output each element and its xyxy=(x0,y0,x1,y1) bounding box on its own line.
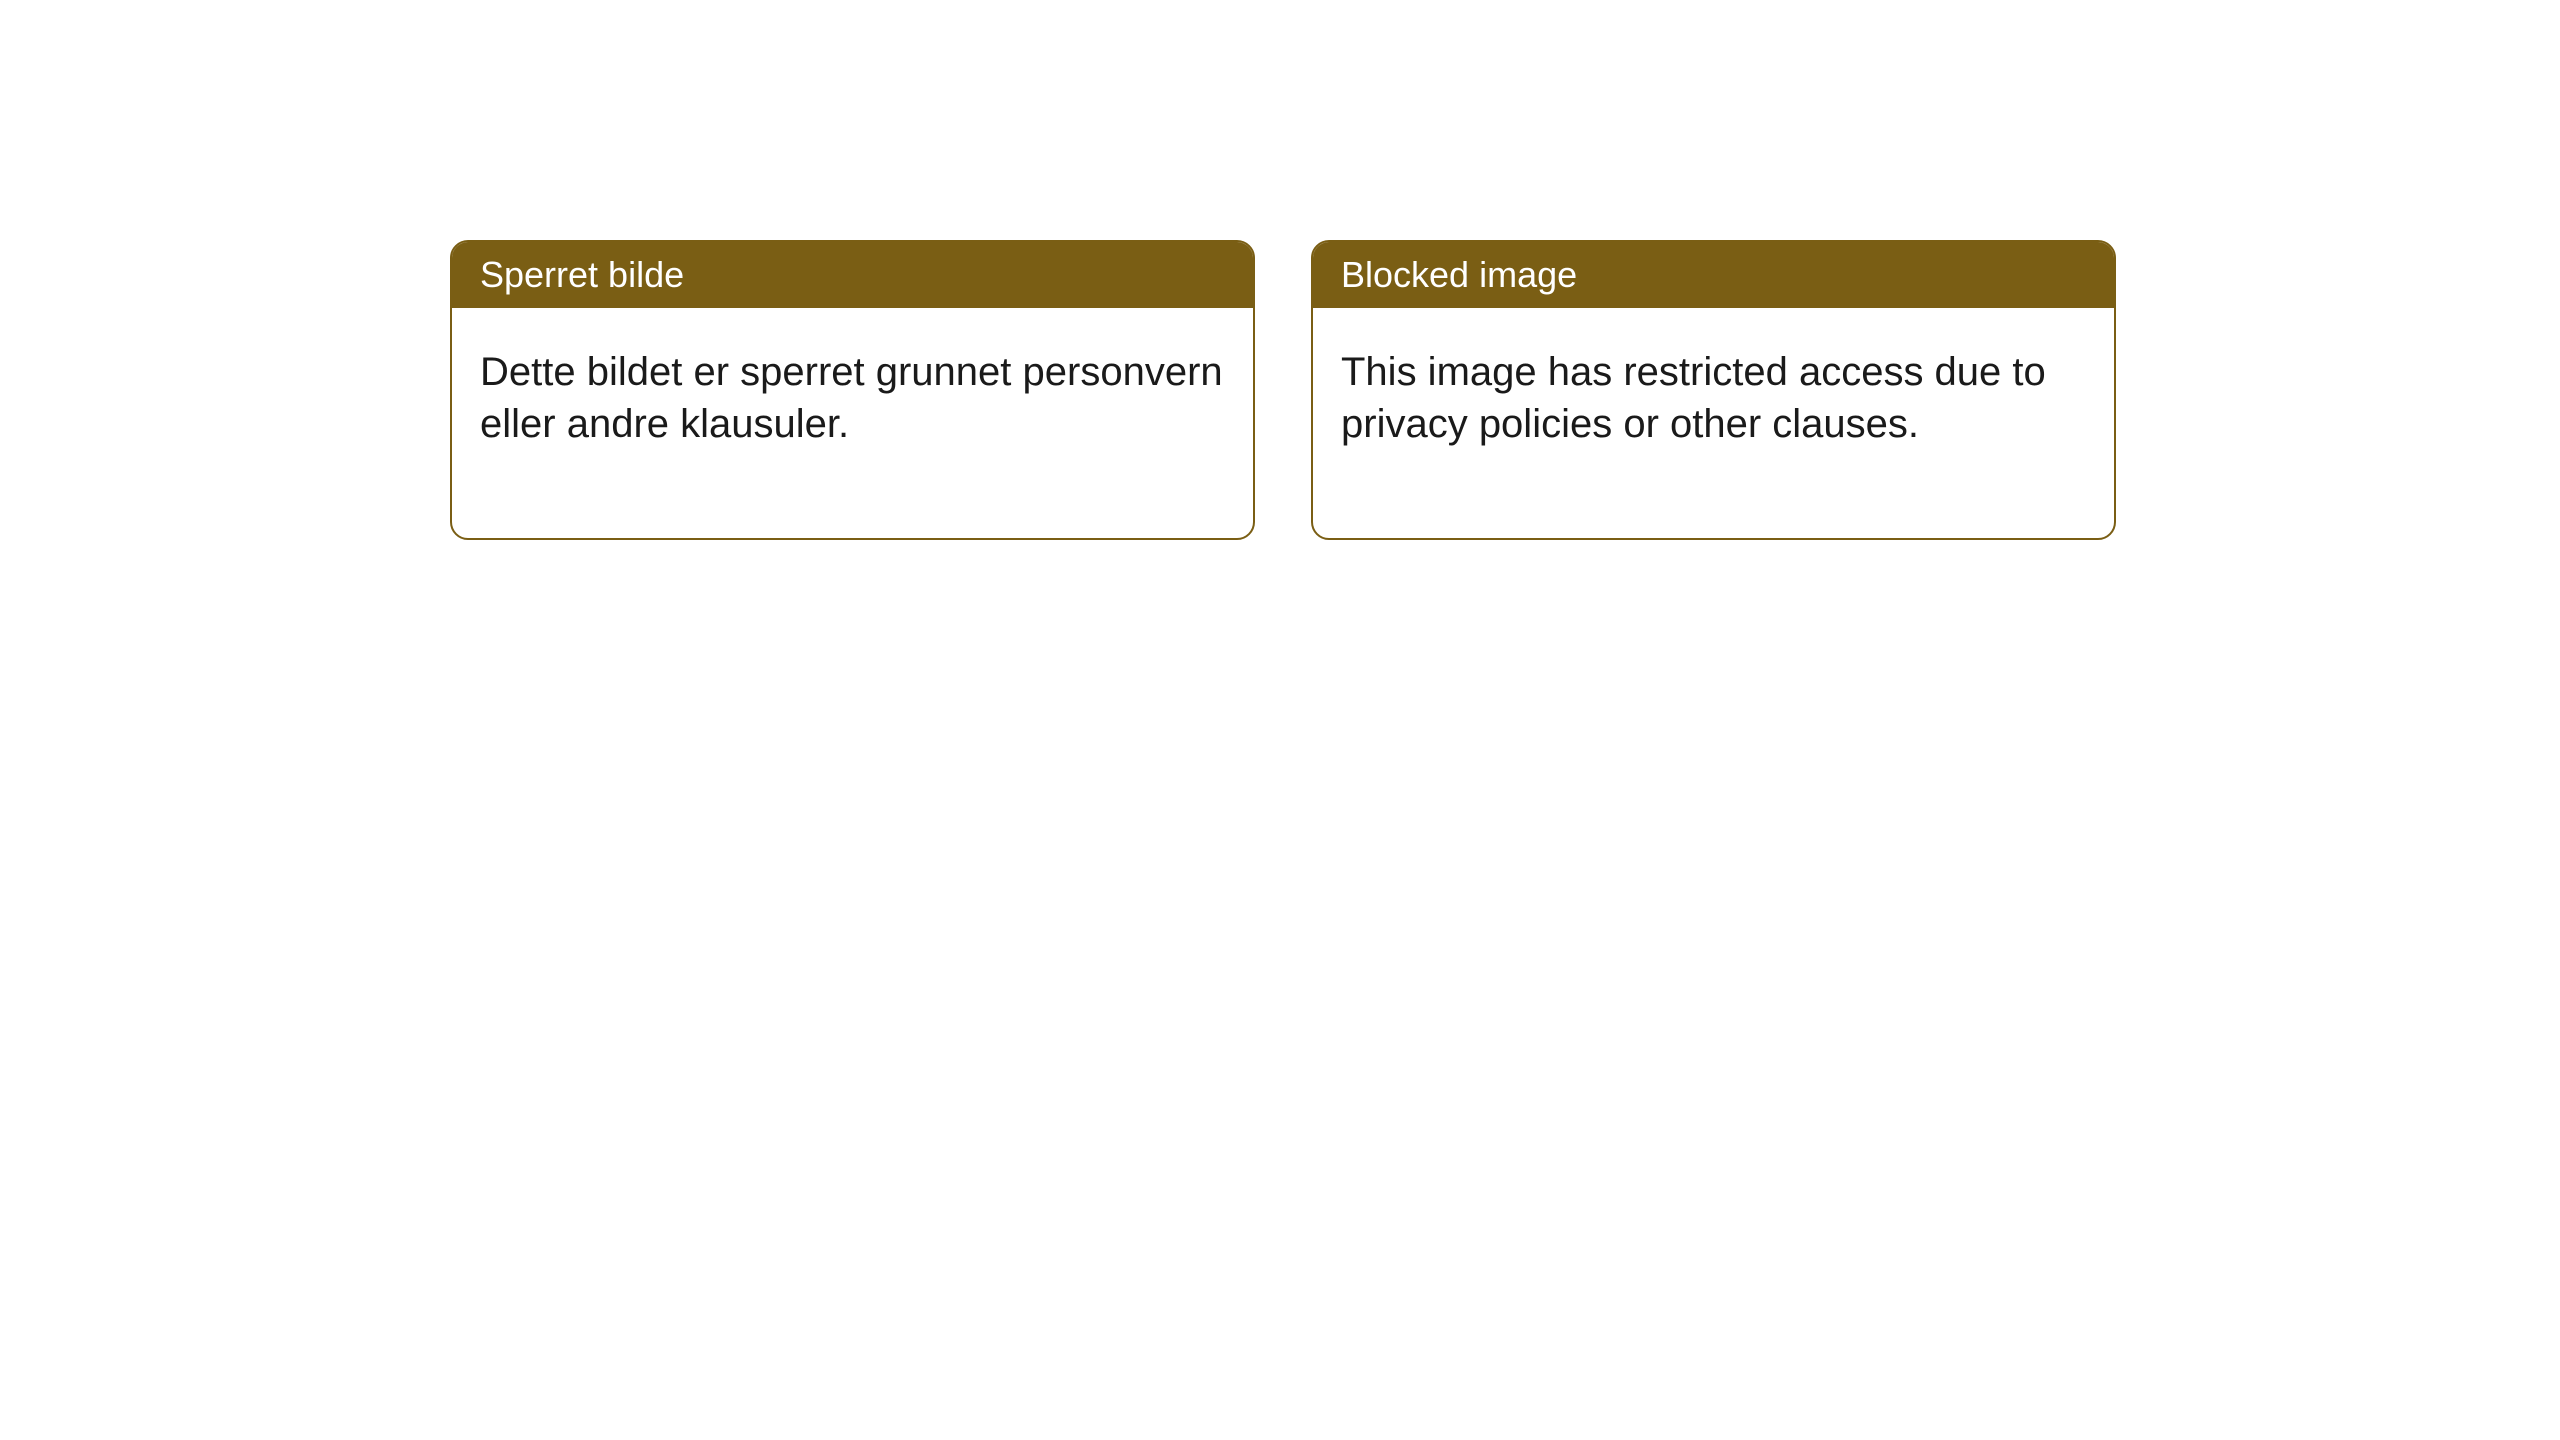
notice-body-text: Dette bildet er sperret grunnet personve… xyxy=(480,350,1223,446)
notice-body: Dette bildet er sperret grunnet personve… xyxy=(452,308,1253,538)
notice-body: This image has restricted access due to … xyxy=(1313,308,2114,538)
notice-title: Sperret bilde xyxy=(480,254,684,295)
notice-box-norwegian: Sperret bilde Dette bildet er sperret gr… xyxy=(450,240,1255,540)
notice-header: Sperret bilde xyxy=(452,242,1253,308)
notice-container: Sperret bilde Dette bildet er sperret gr… xyxy=(450,240,2116,540)
notice-title: Blocked image xyxy=(1341,254,1577,295)
notice-header: Blocked image xyxy=(1313,242,2114,308)
notice-box-english: Blocked image This image has restricted … xyxy=(1311,240,2116,540)
notice-body-text: This image has restricted access due to … xyxy=(1341,350,2046,446)
